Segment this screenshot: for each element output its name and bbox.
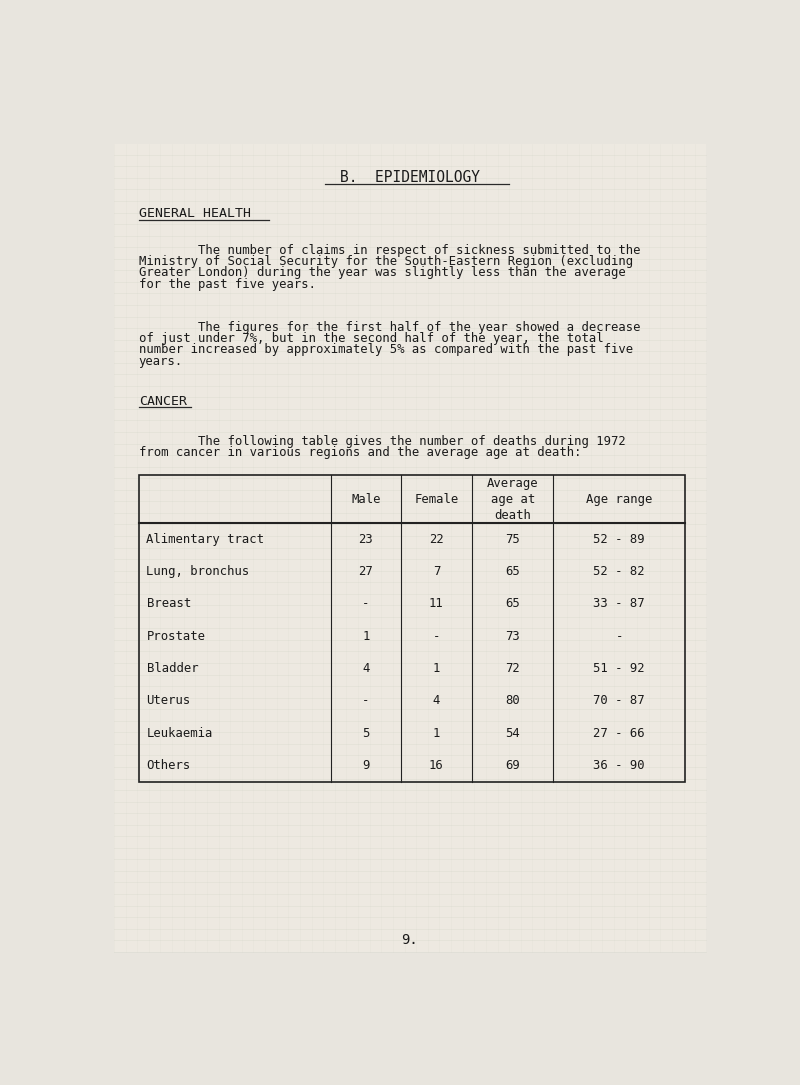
Text: 51 - 92: 51 - 92 xyxy=(594,662,645,675)
Text: 1: 1 xyxy=(433,727,440,740)
Bar xyxy=(138,475,685,781)
Text: Ministry of Social Security for the South-Eastern Region (excluding: Ministry of Social Security for the Sout… xyxy=(138,255,633,268)
Text: Uterus: Uterus xyxy=(146,694,190,707)
Text: 36 - 90: 36 - 90 xyxy=(594,758,645,771)
Text: Female: Female xyxy=(414,493,458,506)
Text: of just under 7%, but in the second half of the year, the total: of just under 7%, but in the second half… xyxy=(138,332,603,345)
Text: 73: 73 xyxy=(506,629,520,642)
Text: 72: 72 xyxy=(506,662,520,675)
Text: 16: 16 xyxy=(429,758,444,771)
Text: Age range: Age range xyxy=(586,493,653,506)
Text: Lung, bronchus: Lung, bronchus xyxy=(146,565,250,578)
Text: GENERAL HEALTH: GENERAL HEALTH xyxy=(138,207,250,220)
Text: 54: 54 xyxy=(506,727,520,740)
Text: Male: Male xyxy=(351,493,381,506)
Text: 80: 80 xyxy=(506,694,520,707)
Text: The following table gives the number of deaths during 1972: The following table gives the number of … xyxy=(138,435,626,448)
Text: 4: 4 xyxy=(362,662,370,675)
Text: 7: 7 xyxy=(433,565,440,578)
Text: 75: 75 xyxy=(506,533,520,546)
Text: 22: 22 xyxy=(429,533,444,546)
Text: Others: Others xyxy=(146,758,190,771)
Text: 33 - 87: 33 - 87 xyxy=(594,597,645,610)
Text: -: - xyxy=(362,694,370,707)
Text: 11: 11 xyxy=(429,597,444,610)
Text: 27: 27 xyxy=(358,565,373,578)
Text: for the past five years.: for the past five years. xyxy=(138,278,316,291)
Text: 65: 65 xyxy=(506,565,520,578)
Text: 52 - 82: 52 - 82 xyxy=(594,565,645,578)
Text: 27 - 66: 27 - 66 xyxy=(594,727,645,740)
Text: The number of claims in respect of sickness submitted to the: The number of claims in respect of sickn… xyxy=(138,244,640,257)
Text: 52 - 89: 52 - 89 xyxy=(594,533,645,546)
Text: -: - xyxy=(362,597,370,610)
Text: Alimentary tract: Alimentary tract xyxy=(146,533,265,546)
Text: The figures for the first half of the year showed a decrease: The figures for the first half of the ye… xyxy=(138,321,640,334)
Text: -: - xyxy=(433,629,440,642)
Text: Greater London) during the year was slightly less than the average: Greater London) during the year was slig… xyxy=(138,267,626,280)
Text: years.: years. xyxy=(138,355,183,368)
Text: Average
age at
death: Average age at death xyxy=(487,476,538,522)
Text: 9: 9 xyxy=(362,758,370,771)
Text: -: - xyxy=(615,629,623,642)
Text: B.  EPIDEMIOLOGY: B. EPIDEMIOLOGY xyxy=(340,170,480,186)
Text: Prostate: Prostate xyxy=(146,629,206,642)
Text: 9.: 9. xyxy=(402,933,418,947)
Text: from cancer in various regions and the average age at death:: from cancer in various regions and the a… xyxy=(138,446,582,459)
Text: Breast: Breast xyxy=(146,597,190,610)
Text: Leukaemia: Leukaemia xyxy=(146,727,213,740)
Text: 69: 69 xyxy=(506,758,520,771)
Text: 65: 65 xyxy=(506,597,520,610)
Text: 5: 5 xyxy=(362,727,370,740)
Text: 70 - 87: 70 - 87 xyxy=(594,694,645,707)
Text: Bladder: Bladder xyxy=(146,662,198,675)
Text: 1: 1 xyxy=(362,629,370,642)
Text: CANCER: CANCER xyxy=(138,395,186,408)
Text: 1: 1 xyxy=(433,662,440,675)
Text: 23: 23 xyxy=(358,533,373,546)
Text: number increased by approximately 5% as compared with the past five: number increased by approximately 5% as … xyxy=(138,344,633,357)
Text: 4: 4 xyxy=(433,694,440,707)
